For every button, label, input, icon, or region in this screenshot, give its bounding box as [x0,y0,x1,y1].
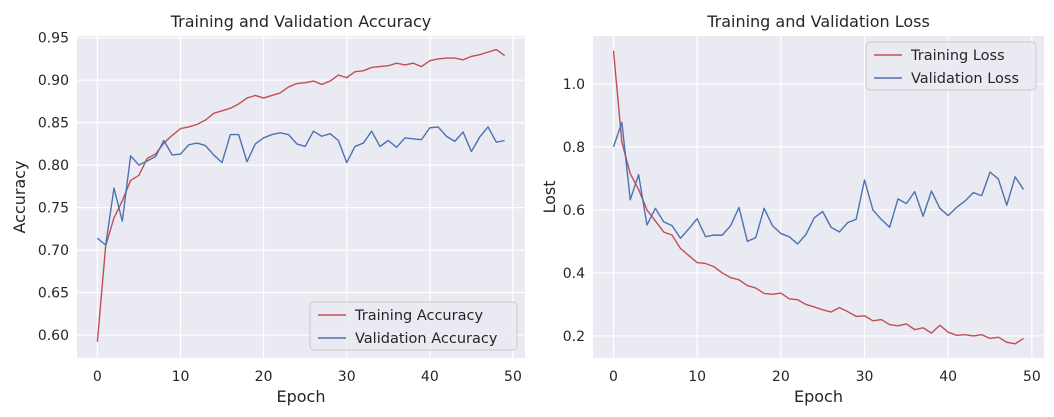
accuracy-y-axis-label: Accuracy [10,160,29,233]
loss-y-tick-label: 0.2 [563,329,585,345]
accuracy-y-tick-label: 0.70 [38,243,69,259]
loss-y-tick-label: 0.8 [563,140,585,156]
accuracy-y-tick-label: 0.60 [38,328,69,344]
accuracy-y-tick-label: 0.75 [38,201,69,217]
loss-legend-label: Validation Loss [911,71,1019,87]
loss-chart-title: Training and Validation Loss [706,12,930,31]
loss-x-tick-label: 40 [939,369,957,385]
loss-series-line-validation [612,121,1025,245]
accuracy-series-lines [96,48,506,342]
loss-legend-box [865,41,1037,91]
loss-x-tick-label: 20 [772,369,790,385]
accuracy-x-axis-label: Epoch [277,387,326,406]
accuracy-series-line-validation [96,126,505,246]
accuracy-tick-labels: 0 10 20 30 40 50 0.60 0.65 0.70 0.75 0.80 0.85 0.90 0… [38,31,522,385]
loss-chart: 0 10 20 30 40 50 0.2 0.4 0.6 0.8 1.0 Training and … [540,12,1044,406]
accuracy-x-tick-label: 40 [421,369,439,385]
loss-x-axis-label: Epoch [794,387,843,406]
loss-legend: Training Loss Validation Loss [865,41,1037,91]
accuracy-x-tick-label: 50 [504,369,522,385]
accuracy-y-tick-label: 0.80 [38,158,69,174]
accuracy-legend-box [309,301,518,351]
accuracy-y-tick-label: 0.95 [38,31,69,47]
accuracy-grid [77,36,525,358]
accuracy-y-tick-label: 0.90 [38,73,69,89]
loss-tick-labels: 0 10 20 30 40 50 0.2 0.4 0.6 0.8 1.0 [563,77,1041,385]
loss-y-tick-label: 0.6 [563,203,585,219]
accuracy-chart: 0 10 20 30 40 50 0.60 0.65 0.70 0.75 0.80 0.85 0.90 0… [10,12,525,406]
accuracy-x-tick-label: 10 [172,369,190,385]
loss-x-tick-label: 50 [1023,369,1041,385]
loss-series-line-training [612,50,1024,345]
loss-y-tick-label: 0.4 [563,266,585,282]
accuracy-x-tick-label: 30 [338,369,356,385]
loss-series-lines [612,50,1025,345]
loss-y-tick-label: 1.0 [563,77,585,93]
accuracy-legend-label: Validation Accuracy [355,331,498,347]
accuracy-legend: Training Accuracy Validation Accuracy [309,301,518,351]
loss-y-axis-label: Lost [540,180,559,213]
loss-x-tick-label: 10 [688,369,706,385]
accuracy-x-tick-label: 20 [255,369,273,385]
accuracy-chart-title: Training and Validation Accuracy [170,12,432,31]
loss-x-tick-label: 0 [609,369,618,385]
loss-legend-label: Training Loss [910,48,1005,64]
loss-x-tick-label: 30 [856,369,874,385]
accuracy-y-tick-label: 0.85 [38,116,69,132]
accuracy-y-tick-label: 0.65 [38,286,69,302]
accuracy-legend-label: Training Accuracy [354,308,483,324]
accuracy-x-tick-label: 0 [93,369,102,385]
